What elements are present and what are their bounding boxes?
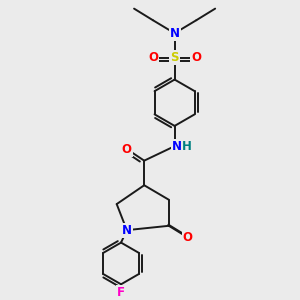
Text: S: S	[170, 51, 179, 64]
Text: O: O	[183, 231, 193, 244]
Text: N: N	[169, 27, 180, 40]
Text: N: N	[122, 224, 132, 237]
Text: N: N	[172, 140, 182, 153]
Text: O: O	[122, 142, 132, 156]
Text: O: O	[191, 51, 201, 64]
Text: H: H	[182, 140, 192, 153]
Text: F: F	[117, 286, 125, 299]
Text: O: O	[148, 51, 158, 64]
